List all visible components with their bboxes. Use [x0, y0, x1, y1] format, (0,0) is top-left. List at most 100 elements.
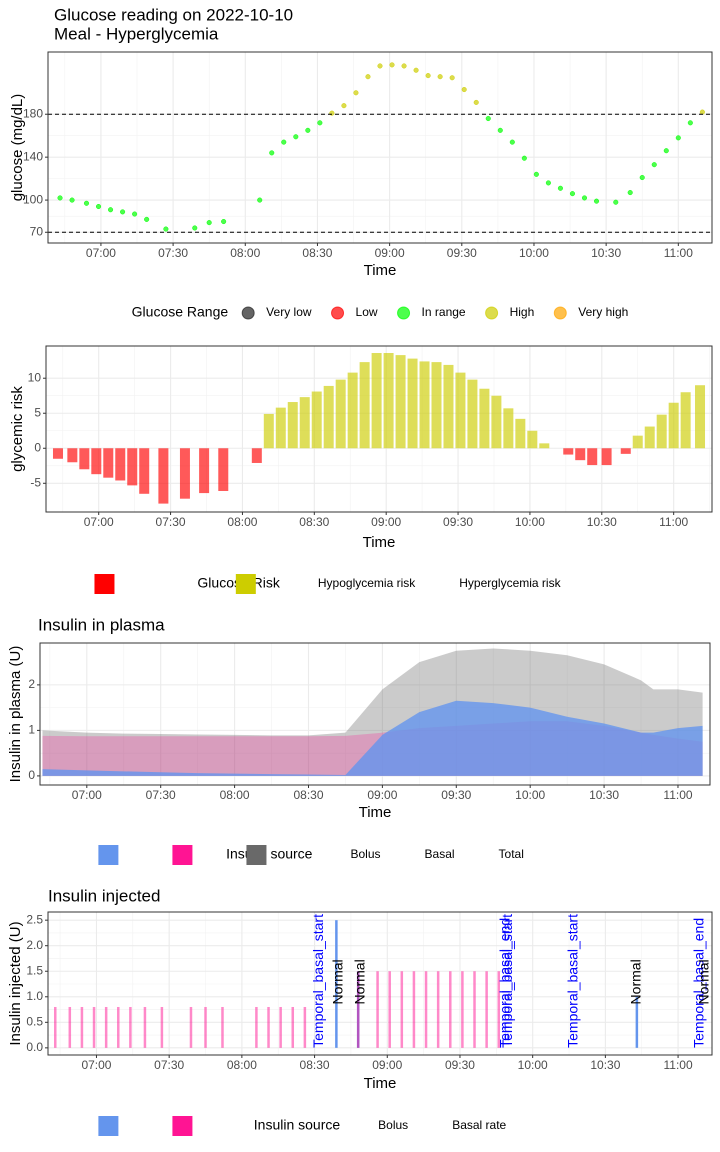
glucose-point — [353, 90, 359, 96]
legend: Glucose Range Very low Low In range High Very… — [132, 304, 629, 320]
x-tick-label: 07:30 — [146, 788, 176, 802]
legend-title: Insulin source — [254, 1117, 341, 1133]
bar — [143, 1006, 147, 1048]
legend: Insulin source Bolus Basal Total — [226, 846, 524, 862]
bar — [400, 971, 404, 1048]
x-tick-label: 11:00 — [664, 1058, 693, 1072]
x-tick-label: 09:00 — [371, 515, 401, 529]
bar — [539, 443, 550, 449]
bar — [461, 971, 464, 1048]
x-tick-label: 07:00 — [72, 788, 102, 802]
glucose-point — [557, 185, 563, 191]
x-tick-label: 10:30 — [587, 515, 617, 529]
y-tick-label: 180 — [23, 106, 43, 120]
x-tick-label: 09:00 — [372, 1058, 402, 1072]
bar — [335, 379, 346, 449]
x-tick-label: 08:30 — [293, 788, 323, 802]
glucose-point — [108, 207, 114, 213]
x-tick-label: 10:30 — [590, 1058, 620, 1072]
bar — [575, 448, 586, 461]
glucose-point — [144, 216, 150, 222]
y-tick-label: 100 — [23, 192, 43, 206]
bar — [189, 1006, 193, 1048]
legend-title: Glucose Range — [132, 304, 229, 320]
legend-label: Basal — [425, 847, 455, 861]
legend-label: Basal rate — [452, 1118, 506, 1132]
glucose-point — [581, 195, 588, 201]
y-tick-label: 0 — [28, 768, 35, 782]
bar — [376, 971, 379, 1048]
y-axis-label: Insulin injected (U) — [7, 921, 24, 1045]
x-tick-label: 08:00 — [227, 515, 257, 529]
glucose-point — [639, 174, 645, 181]
x-tick-label: 07:00 — [86, 246, 116, 260]
x-tick-label: 08:30 — [299, 515, 329, 529]
x-tick-label: 11:00 — [664, 246, 693, 260]
event-annotation: Normal — [330, 959, 346, 1004]
bar — [204, 1006, 207, 1048]
legend-key — [98, 1116, 119, 1136]
bar — [335, 920, 338, 1048]
glucose-point — [95, 203, 102, 210]
legend-label: Bolus — [378, 1118, 408, 1132]
y-axis-label: Insulin in plasma (U) — [7, 646, 24, 783]
y-axis-label: glycemic risk — [9, 386, 26, 472]
bar — [587, 448, 598, 466]
plot-border — [47, 51, 713, 244]
event-annotation: Normal — [695, 959, 711, 1004]
y-tick-label: 1.5 — [26, 963, 43, 977]
legend-key — [246, 845, 267, 865]
bar — [620, 448, 631, 454]
y-tick-label: 0 — [34, 440, 41, 454]
y-tick-label: 2.0 — [26, 938, 43, 952]
legend-key — [397, 306, 411, 320]
x-tick-label: 10:30 — [591, 246, 621, 260]
bar — [443, 364, 454, 449]
bar — [491, 395, 502, 449]
event-annotation: Temporal_basal_end — [691, 918, 707, 1048]
legend-key — [172, 1116, 193, 1136]
y-tick-label: 1 — [28, 723, 35, 737]
bar — [80, 1006, 84, 1048]
y-axis-label: glucose (mg/dL) — [9, 94, 26, 202]
bar — [199, 448, 210, 494]
bar — [218, 448, 229, 491]
x-tick-label: 07:30 — [158, 246, 188, 260]
legend-key — [98, 845, 119, 865]
x-tick-label: 08:00 — [227, 1058, 257, 1072]
legend-key — [331, 306, 345, 320]
bar — [527, 430, 538, 449]
x-axis-label: Time — [364, 262, 397, 279]
glucose-point — [120, 209, 126, 215]
bar — [515, 418, 526, 449]
legend-label: Very high — [578, 305, 628, 319]
x-tick-label: 09:00 — [367, 788, 397, 802]
glucose-point — [593, 198, 600, 204]
bar — [221, 1006, 224, 1048]
legend-label: Total — [499, 847, 524, 861]
bar — [347, 372, 358, 449]
glucose-point — [69, 197, 75, 203]
y-tick-label: 10 — [28, 370, 42, 384]
x-tick-label: 08:30 — [300, 1058, 330, 1072]
legend-key — [94, 574, 115, 594]
legend-label: Bolus — [350, 847, 380, 861]
x-tick-label: 07:00 — [81, 1058, 111, 1072]
bar — [632, 435, 643, 449]
glucose-point — [281, 139, 287, 145]
glucose-point — [341, 103, 347, 109]
x-tick-label: 09:00 — [375, 246, 405, 260]
y-tick-label: 1.0 — [26, 989, 43, 1003]
x-tick-label: 07:30 — [156, 515, 186, 529]
x-tick-label: 09:30 — [443, 515, 473, 529]
legend-title: Insulin source — [226, 846, 313, 862]
event-annotation: Normal — [628, 959, 644, 1004]
bar — [129, 1006, 132, 1048]
x-tick-label: 08:30 — [302, 246, 332, 260]
x-tick-label: 11:00 — [663, 788, 692, 802]
bar — [467, 379, 478, 449]
y-tick-label: 0.5 — [26, 1014, 43, 1028]
bar — [251, 448, 262, 463]
y-tick-label: 0.0 — [26, 1040, 43, 1054]
